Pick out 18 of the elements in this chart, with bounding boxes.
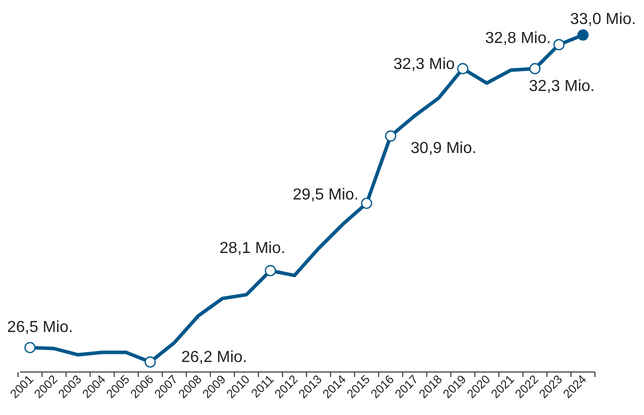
data-label: 33,0 Mio. — [570, 11, 636, 28]
data-label: 26,5 Mio. — [7, 318, 73, 336]
point — [24, 342, 36, 354]
point — [361, 198, 372, 209]
data-label: 28,1 Mio. — [220, 240, 286, 257]
point — [553, 39, 565, 50]
data-label: 32,3 Mio — [393, 56, 455, 73]
point — [385, 130, 396, 142]
point — [144, 356, 156, 368]
data-label: 32,3 Mio. — [528, 78, 595, 95]
data-label: 29,5 Mio. — [292, 186, 359, 204]
point — [457, 63, 468, 74]
point — [264, 265, 276, 276]
data-label: 26,2 Mio. — [181, 349, 248, 366]
data-label: 30,9 Mio. — [410, 140, 476, 158]
data-label: 32,8 Mio. — [485, 30, 551, 47]
point — [529, 63, 541, 74]
point — [577, 29, 589, 41]
